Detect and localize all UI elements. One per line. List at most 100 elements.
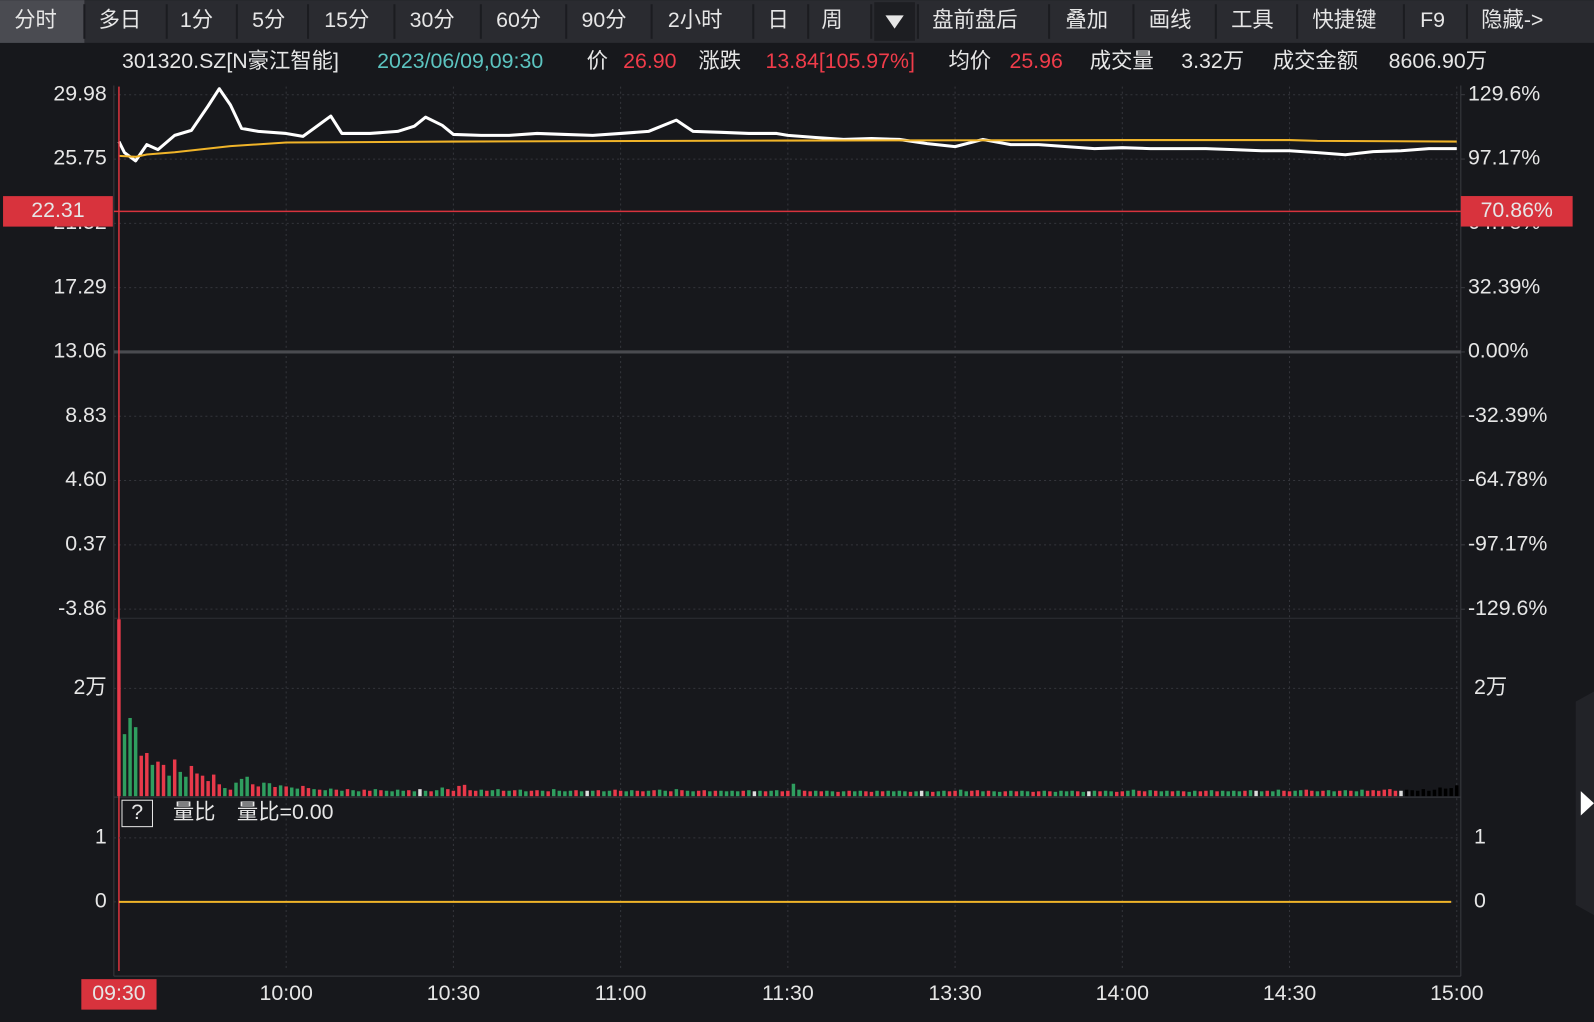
volume-bar [524,791,528,797]
toolbar-item[interactable]: 1分 [180,8,213,32]
volume-bar [340,790,344,797]
x-tick-label: 09:30 [92,981,146,1005]
volume-bar [407,790,411,797]
toolbar-item[interactable]: 盘前盘后 [932,8,1017,32]
volume-bar [490,790,495,797]
y-tick-label: 25.75 [53,146,106,170]
toolbar-items: 分时 多日 1分 5分 15分 30分 60分 90分 2小时 日 周 盘前盘后 叠加 画线 工具 快捷键 F9… [0,0,1543,43]
volume-bar [1321,790,1325,797]
volume-bar [1404,789,1409,797]
volume-bar [1187,791,1191,797]
toolbar-item[interactable]: 工具 [1231,8,1274,32]
volume-bar [674,789,679,797]
volume-bar [864,791,868,797]
toolbar-item[interactable]: 30分 [410,8,455,32]
volume-bar [150,764,155,797]
y-tick-label: 29.98 [53,81,106,105]
price: 26.90 [623,49,677,73]
toolbar-item[interactable]: 快捷键 [1312,8,1376,32]
volume-bar [1059,790,1063,797]
y-tick-label: 4.60 [65,467,107,491]
y-tick-label: 8.83 [65,403,107,427]
help-button-label[interactable]: ? [131,800,143,824]
y-tick-label: 17.29 [53,274,106,298]
toolbar-item[interactable]: 周 [821,8,842,32]
toolbar-item[interactable]: F9 [1420,8,1445,32]
volume-bar [1170,791,1175,797]
volume-bar [256,786,261,797]
toolbar-item[interactable]: 90分 [581,8,626,32]
toolbar-item[interactable]: 15分 [324,8,369,32]
change-label: 涨跌 [698,49,741,73]
toolbar-item[interactable]: 隐藏-> [1481,8,1543,32]
volume-bar [1020,790,1024,797]
x-cursor-label-bg [81,979,157,1010]
volume-bar [1304,789,1308,797]
y2-tick-label: 0.00% [1468,339,1529,363]
volume-bar [1393,790,1398,797]
toolbar-item[interactable]: 日 [768,8,789,32]
volume-bar [451,790,456,797]
volume-bar [540,790,545,797]
volume-bar [713,790,718,797]
volume-bar [267,783,272,797]
volume-bar [769,790,773,797]
volume-bar [880,791,885,797]
volume-bar [395,789,400,797]
toolbar-item[interactable]: 分时 [14,8,57,32]
volume-bar [747,790,751,797]
y2-tick-label: 129.6% [1468,81,1540,105]
volume-bar [1036,791,1041,797]
x-tick-label: 10:00 [259,981,313,1005]
volume-bar [284,786,288,797]
volume-bar [1243,790,1247,797]
volume-bar [1053,791,1058,797]
volume-bar [317,789,322,797]
volume-bar [607,790,612,797]
volume-bar [1042,790,1046,797]
symbol: 301320.SZ[N豪江智能] [122,49,339,73]
volume-bar [1215,791,1219,797]
volume-bar [702,790,706,797]
toolbar-item[interactable]: 画线 [1149,8,1192,32]
volume-bar [1232,790,1236,797]
volume-bar [568,790,573,797]
y2-tick-label: 32.39% [1468,274,1540,298]
avg: 25.96 [1009,49,1062,73]
volume-bar [936,791,941,797]
volume-bar [919,790,924,797]
y-tick-label-right: 0 [1474,889,1486,913]
volume-bar [1259,791,1264,797]
y2-tick-label: -64.78% [1468,467,1547,491]
volume-bar [836,791,840,797]
volume-bar [774,790,779,797]
volume-bar [161,764,166,797]
volume-bar [869,791,874,797]
volume-bar [512,790,517,797]
y-tick-label: 13.06 [53,339,106,363]
volume-bar [1293,790,1297,797]
toolbar-item[interactable]: 60分 [496,8,541,32]
toolbar [0,0,1594,43]
volume-bar [696,790,701,797]
toolbar-item[interactable]: 叠加 [1065,8,1108,32]
toolbar-item[interactable]: 5分 [252,8,285,32]
volume-bar [897,790,902,797]
volume-bar [1081,791,1086,797]
dropdown-arrow[interactable] [885,15,904,29]
quote-header: 301320.SZ[N豪江智能] 2023/06/09,09:30 价 26.9… [122,49,1487,73]
help-button[interactable] [121,799,153,828]
toolbar-item[interactable]: 2小时 [668,8,723,32]
volume-bar [1282,790,1286,797]
volume-bar [892,791,896,797]
volume-bar [145,753,149,797]
toolbar-item[interactable]: 多日 [99,8,142,32]
volume-bar [1349,790,1353,797]
volume-bar [189,765,194,797]
volume-bar [351,790,355,797]
volume-bar [1120,791,1125,797]
volume-bar [345,789,350,797]
volume-bar [596,790,601,797]
expand-arrow[interactable] [1580,791,1594,816]
